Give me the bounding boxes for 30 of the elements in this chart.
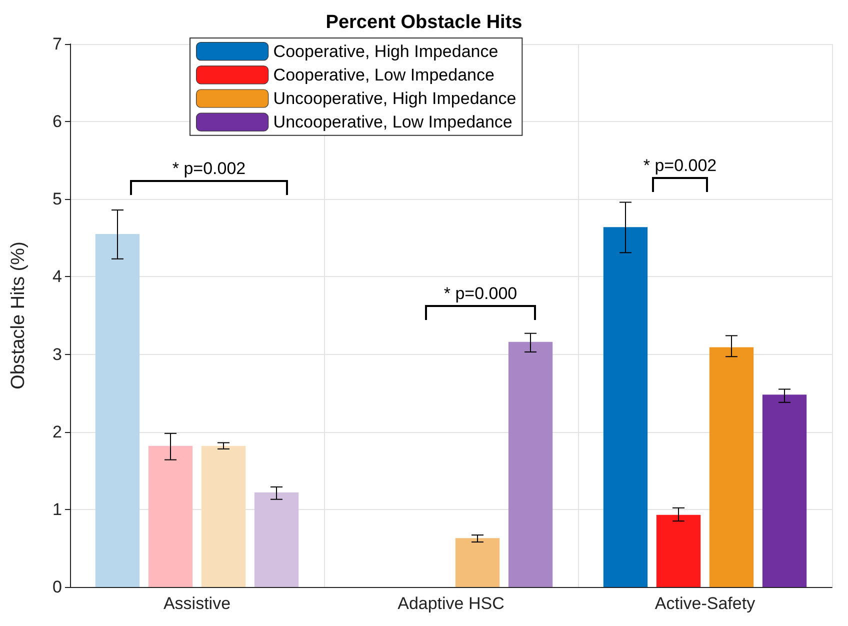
legend-label: Uncooperative, High Impedance [273,89,516,108]
annotation: * p=0.000 [444,284,518,304]
bar [455,538,500,587]
y-tick-label: 3 [52,344,62,364]
legend-label: Uncooperative, Low Impedance [273,112,512,132]
y-tick-label: 5 [52,190,62,209]
y-tick-label: 7 [52,34,62,54]
bar [603,227,648,587]
y-tick-label: 1 [52,500,62,519]
chart-title: Percent Obstacle Hits [326,12,522,33]
bar [762,394,807,587]
legend-label: Cooperative, High Impedance [273,42,498,61]
y-tick-label: 0 [52,578,62,596]
bar [148,446,193,587]
bar [709,347,754,587]
y-tick-label: 2 [52,422,62,442]
legend-label: Cooperative, Low Impedance [273,65,494,84]
bar [508,342,553,587]
x-tick-label: Active-Safety [654,594,756,613]
y-tick-label: 6 [52,112,62,132]
bar [656,514,701,587]
bar [201,446,246,587]
bar [95,234,140,587]
annotation: * p=0.002 [172,159,246,179]
x-tick-label: Assistive [163,594,231,613]
x-tick-label: Adaptive HSC [398,594,504,613]
annotation: * p=0.002 [643,156,717,176]
y-tick-label: 4 [52,267,62,286]
y-axis-title: Obstacle Hits (%) [8,242,29,390]
bar [254,492,299,587]
